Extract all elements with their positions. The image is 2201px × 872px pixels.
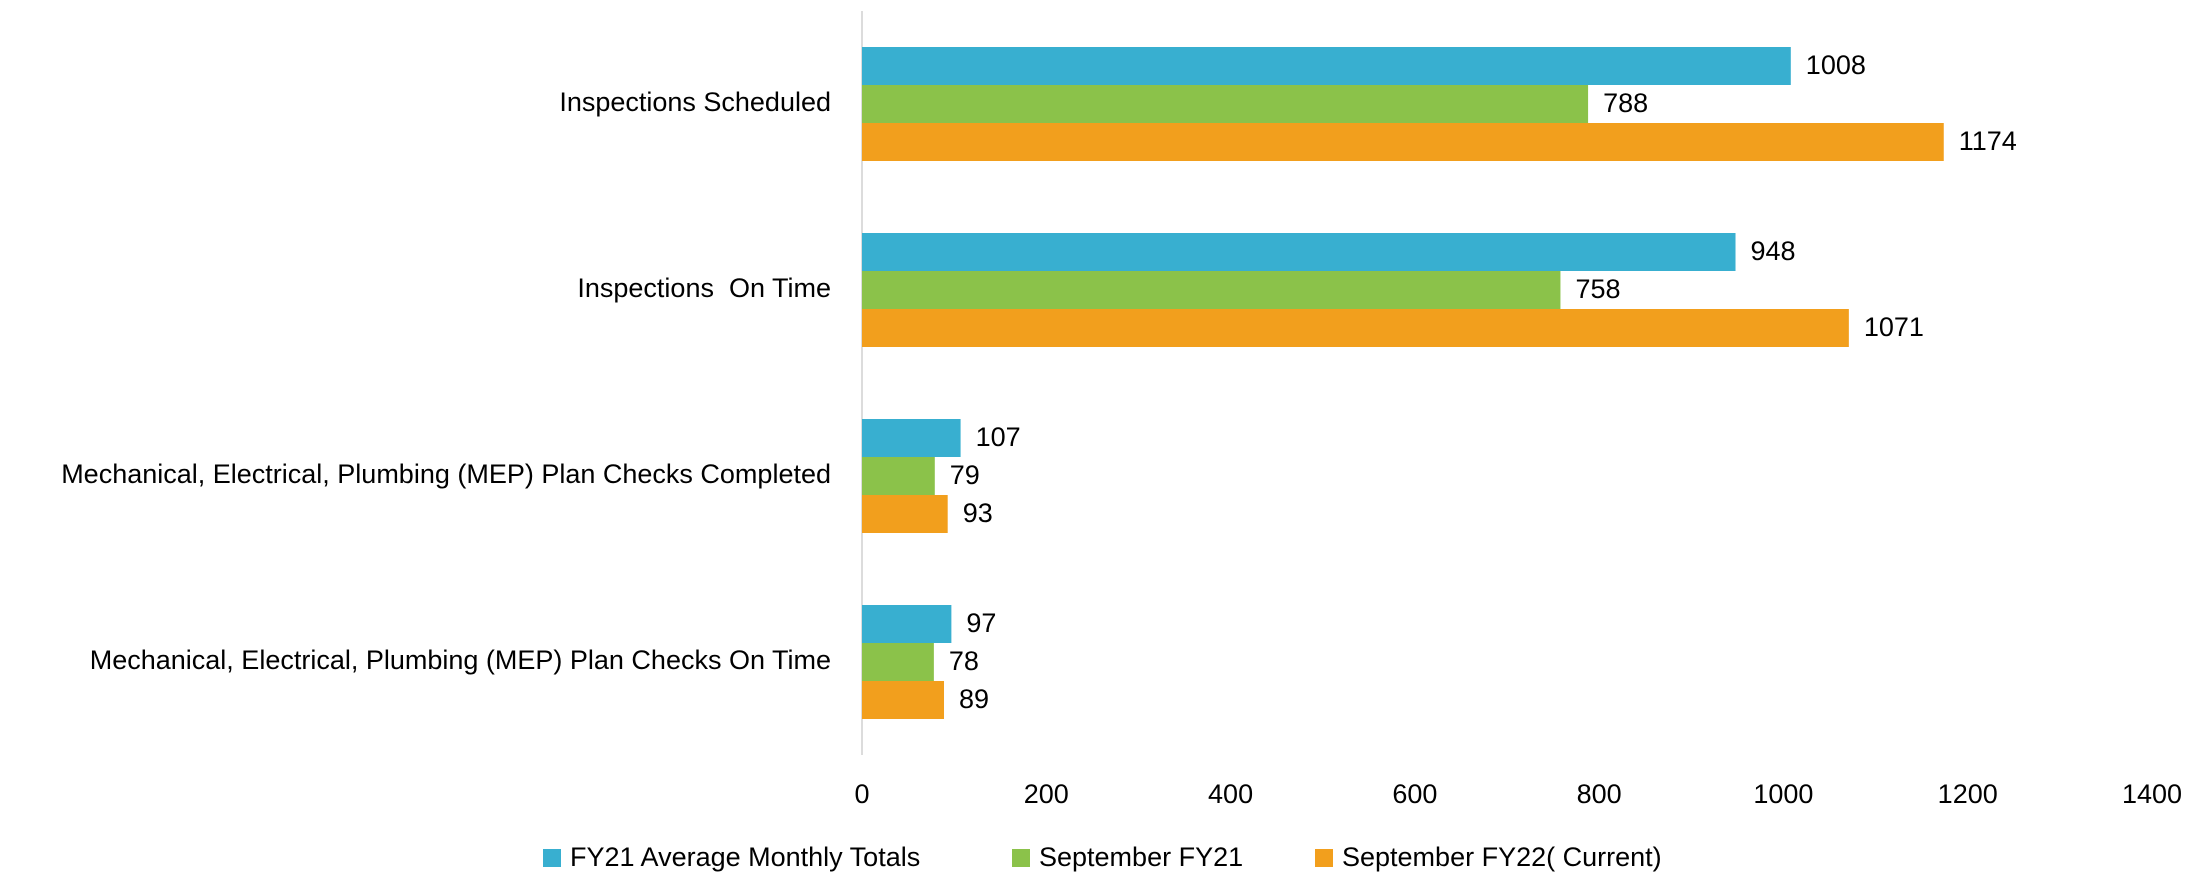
data-label: 97 [966,608,996,638]
data-label: 788 [1603,88,1648,118]
bar [862,495,948,533]
legend-label: September FY22( Current) [1342,842,1662,872]
category-label: Inspections Scheduled [559,87,831,117]
data-label: 948 [1751,236,1796,266]
x-tick-label: 400 [1208,779,1253,809]
data-label: 1071 [1864,312,1924,342]
data-label: 79 [950,460,980,490]
category-label: Mechanical, Electrical, Plumbing (MEP) P… [90,645,831,675]
bar [862,457,935,495]
bar [862,309,1849,347]
category-label: Inspections On Time [577,273,831,303]
data-label: 89 [959,684,989,714]
x-tick-label: 1400 [2122,779,2182,809]
legend-label: FY21 Average Monthly Totals [570,842,920,872]
data-label: 758 [1575,274,1620,304]
x-tick-label: 1200 [1938,779,1998,809]
x-tick-label: 800 [1577,779,1622,809]
data-label: 93 [963,498,993,528]
bar [862,605,952,643]
bar [862,681,945,719]
category-label: Mechanical, Electrical, Plumbing (MEP) P… [61,459,831,489]
x-tick-label: 600 [1392,779,1437,809]
bar [862,419,961,457]
legend-label: September FY21 [1039,842,1243,872]
bar [862,47,1791,85]
data-label: 107 [976,422,1021,452]
legend-swatch [1012,849,1030,867]
data-label: 1008 [1806,50,1866,80]
x-tick-label: 0 [854,779,869,809]
x-tick-label: 200 [1024,779,1069,809]
legend-swatch [1315,849,1333,867]
bar [862,271,1561,309]
legend-swatch [543,849,561,867]
bar [862,123,1944,161]
data-label: 1174 [1959,126,2017,156]
bar [862,85,1589,123]
data-label: 78 [949,646,979,676]
x-tick-label: 1000 [1753,779,1813,809]
bar [862,643,934,681]
bar [862,233,1736,271]
